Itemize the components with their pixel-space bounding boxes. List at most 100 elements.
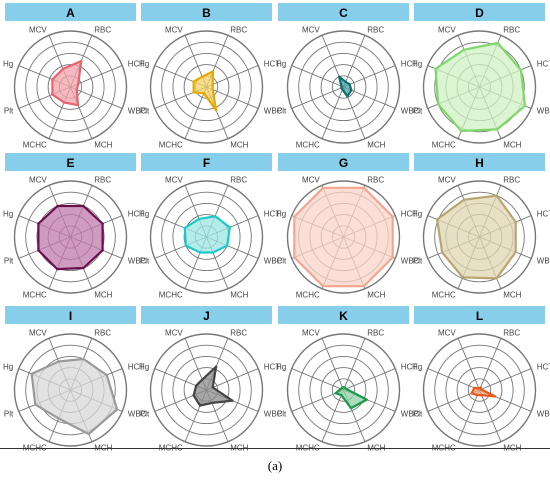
panel-header <box>278 3 409 21</box>
grid-ring <box>13 30 128 144</box>
axis-label: MCV <box>438 176 456 185</box>
axis-label: HCT <box>128 209 145 218</box>
axis-label: MCH <box>503 140 521 149</box>
data-point <box>101 249 104 252</box>
data-point <box>434 67 437 70</box>
axis-label: WBC <box>401 410 420 419</box>
panel-title: A <box>66 6 75 20</box>
grid-ring <box>161 41 252 133</box>
axis-label: RBC <box>94 26 111 35</box>
data-point <box>462 198 466 201</box>
panel-header <box>141 3 272 21</box>
axis-label: WBC <box>401 257 420 266</box>
axis-label: MCV <box>29 26 47 35</box>
panel-title: G <box>339 156 348 170</box>
grid-ring <box>422 180 537 294</box>
data-point <box>184 244 188 247</box>
panel-header <box>5 153 136 171</box>
radar-panel-a: A MCV RBC HCT WBC MCH MCHC Plt Hg <box>3 3 147 149</box>
data-point <box>61 67 65 71</box>
axis-label: Hg <box>139 362 149 371</box>
data-point <box>194 384 198 387</box>
axis-label: WBC <box>128 107 147 116</box>
data-point <box>391 215 394 218</box>
axis-label: Plt <box>4 107 14 116</box>
axis-label: MCH <box>94 290 112 299</box>
radar-panel-h: H MCV RBC HCT WBC MCH MCHC Plt Hg <box>412 153 550 299</box>
axis-label: HCT <box>401 59 418 68</box>
data-point <box>198 404 202 407</box>
axis-label: MCV <box>165 329 183 338</box>
data-point <box>362 186 366 190</box>
panel-title: D <box>475 6 484 20</box>
data-point <box>436 102 440 106</box>
axis-label: Hg <box>276 59 286 68</box>
axis-label: HCT <box>128 362 145 371</box>
axis-label: MCHC <box>296 443 320 452</box>
data-point <box>293 215 296 218</box>
data-point <box>228 226 231 229</box>
panel-header <box>414 3 545 21</box>
grid-ring <box>320 64 367 110</box>
panel-header <box>414 153 545 171</box>
axis-label: MCHC <box>159 140 183 149</box>
data-point <box>344 80 347 84</box>
axis-label: MCHC <box>432 443 456 452</box>
data-point <box>496 41 499 45</box>
grid-ring <box>331 378 356 402</box>
grid-ring <box>149 30 264 144</box>
axis-label: WBC <box>537 107 550 116</box>
data-point <box>495 128 499 131</box>
axis-label: RBC <box>503 176 520 185</box>
axis-label: Plt <box>140 410 150 419</box>
grid-ring <box>13 180 128 294</box>
grid-spoke <box>457 338 480 391</box>
grid-ring <box>445 355 514 425</box>
axis-label: Plt <box>140 257 150 266</box>
axis-label: HCT <box>264 59 281 68</box>
data-point <box>197 217 201 221</box>
axis-label: MCH <box>367 140 385 149</box>
grid-spoke <box>479 338 502 391</box>
data-polygon <box>30 357 119 436</box>
grid-ring <box>422 30 537 144</box>
data-point <box>82 266 85 270</box>
axis-label: WBC <box>128 410 147 419</box>
data-point <box>225 244 229 247</box>
data-point <box>211 83 214 86</box>
data-point <box>441 251 444 254</box>
data-point <box>37 249 40 252</box>
panel-title: I <box>69 309 72 323</box>
data-point <box>341 386 344 389</box>
axis-label: Hg <box>276 209 286 218</box>
axis-label: RBC <box>230 329 247 338</box>
grid-ring <box>172 52 241 122</box>
grid-ring <box>434 344 525 436</box>
axis-label: MCHC <box>296 290 320 299</box>
axis-label: MCH <box>503 290 521 299</box>
axis-label: MCH <box>230 140 248 149</box>
axis-label: Plt <box>277 257 287 266</box>
axis-label: WBC <box>264 410 283 419</box>
axis-label: MCV <box>438 26 456 35</box>
grid-spoke <box>291 368 344 391</box>
axis-label: HCT <box>537 209 550 218</box>
grid-ring <box>286 333 401 447</box>
axis-label: MCH <box>367 443 385 452</box>
data-point <box>348 83 351 86</box>
axis-label: MCHC <box>159 443 183 452</box>
axis-label: MCV <box>302 329 320 338</box>
axis-label: MCV <box>165 176 183 185</box>
grid-ring <box>183 64 230 110</box>
data-point <box>192 80 195 83</box>
grid-spoke <box>427 368 480 391</box>
data-point <box>473 386 476 390</box>
data-point <box>210 401 214 405</box>
data-point <box>514 250 517 254</box>
axis-label: Hg <box>139 209 149 218</box>
data-polygon <box>51 59 83 107</box>
grid-spoke <box>206 65 259 88</box>
data-point <box>201 75 204 78</box>
data-point <box>192 91 195 94</box>
data-point <box>514 220 517 224</box>
